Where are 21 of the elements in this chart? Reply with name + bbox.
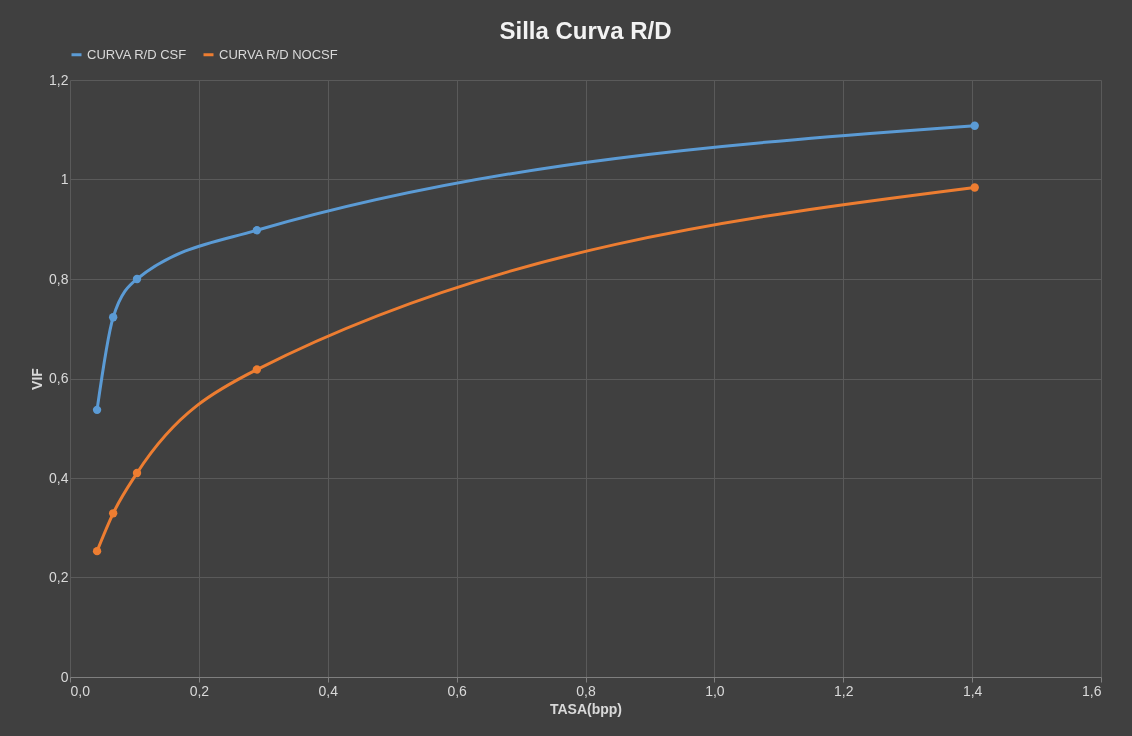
x-axis-title: TASA(bpp): [549, 700, 623, 717]
x-tick-label: 1,4: [962, 682, 983, 699]
x-tick-label: 0,8: [576, 682, 596, 699]
x-tick-label: 0,6: [447, 682, 468, 699]
legend-label: CURVA R/D NOCSF: [219, 46, 338, 62]
y-tick-label: 0,2: [49, 569, 69, 585]
y-axis-title: VIF: [29, 367, 46, 390]
x-tick-label: 0,4: [318, 682, 339, 699]
x-tick-label: 1,0: [705, 682, 725, 699]
y-tick-label: 1,2: [49, 71, 69, 88]
y-tick-label: 1: [60, 171, 69, 187]
legend-label: CURVA R/D CSF: [87, 46, 187, 62]
x-tick-label: 1,2: [834, 682, 854, 699]
x-tick-label: 0,2: [189, 682, 210, 699]
chart-title: Silla Curva R/D: [499, 17, 672, 44]
y-tick-label: 0,6: [49, 370, 69, 386]
y-tick-label: 0,8: [49, 270, 69, 287]
y-tick-label: 0,4: [49, 469, 69, 486]
x-tick-label: 1,6: [1082, 682, 1102, 699]
y-tick-label: 0: [60, 668, 69, 685]
x-tick-label: 0,0: [70, 682, 91, 699]
